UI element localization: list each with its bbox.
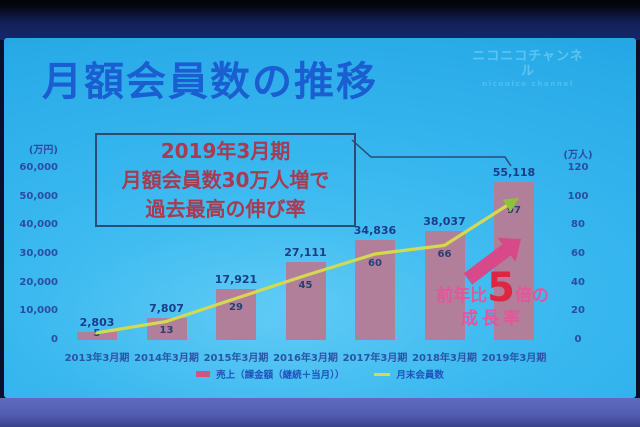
annotation-line2: 成長率 (461, 309, 524, 329)
member-value-label: 97 (507, 204, 521, 216)
x-axis-tick-label: 2017年3月期 (342, 353, 408, 364)
x-axis-tick-label: 2015年3月期 (203, 353, 269, 364)
x-axis-tick-label: 2014年3月期 (134, 353, 199, 364)
annotation-suffix: 倍の (514, 286, 549, 306)
left-axis-tick-label: 20,000 (19, 276, 58, 288)
annotation-prefix: 前年比 (436, 286, 488, 306)
callout-line-2: 月額会員数30万人増で (121, 167, 330, 192)
right-axis-title: (万人) (563, 150, 593, 161)
callout-line-1: 2019年3月期 (160, 138, 291, 163)
right-axis-tick-label: 120 (567, 162, 589, 173)
left-axis-tick-label: 60,000 (19, 162, 58, 173)
bar-value-label: 17,921 (214, 272, 258, 286)
right-axis-tick-label: 80 (571, 219, 585, 231)
bar-value-label: 38,037 (423, 214, 466, 228)
bar-value-label: 7,807 (149, 301, 184, 315)
member-value-label: 66 (437, 249, 452, 261)
right-axis-tick-label: 60 (571, 248, 585, 259)
niconico-channel-logo: ニコニコチャンネル niconico channel (468, 49, 588, 88)
photo-bottom-band (0, 398, 640, 427)
legend-item: 月末会員数 (374, 367, 444, 381)
legend-item: 売上（課金額（継続＋当月）） (196, 367, 344, 381)
bar-value-label: 2,803 (79, 315, 115, 329)
callout-line-3: 過去最高の伸び率 (145, 196, 306, 221)
right-axis-tick-label: 0 (574, 334, 582, 345)
x-axis-tick-label: 2016年3月期 (273, 353, 338, 364)
member-value-label: 29 (229, 302, 243, 314)
photo-top-band (0, 0, 640, 40)
chart-bar (355, 240, 395, 340)
right-axis-tick-label: 40 (571, 276, 585, 288)
left-axis-title: (万円) (28, 145, 58, 156)
right-axis-tick-label: 20 (571, 305, 585, 317)
legend-label: 売上（課金額（継続＋当月）） (216, 370, 345, 381)
member-value-label: 5 (93, 328, 101, 339)
annotation-big-number: 5 (487, 265, 515, 311)
bar-value-label: 27,111 (284, 246, 327, 260)
chart-bar (285, 262, 326, 340)
legend-line-swatch-icon (374, 372, 391, 376)
legend-bar-swatch-icon (196, 371, 211, 377)
bar-value-label: 55,118 (492, 165, 536, 179)
left-axis-tick-label: 30,000 (19, 248, 58, 259)
logo-latin-text: niconico channel (482, 79, 574, 88)
member-value-label: 45 (298, 279, 313, 291)
legend-label: 月末会員数 (396, 370, 444, 381)
growth-annotation: 前年比5倍の 成長率 (420, 268, 565, 328)
chart-bar (77, 331, 117, 340)
x-axis-tick-label: 2019年3月期 (481, 353, 547, 364)
logo-katakana-text: ニコニコチャンネル (472, 49, 584, 79)
right-axis-tick-label: 100 (567, 190, 589, 202)
left-axis-tick-label: 0 (51, 334, 58, 345)
member-value-label: 13 (159, 325, 174, 337)
chart-legend: 売上（課金額（継続＋当月）） 月末会員数 (0, 367, 640, 381)
member-value-label: 60 (368, 258, 382, 269)
slide-title: 月額会員数の推移 (42, 59, 378, 105)
left-axis-tick-label: 40,000 (19, 219, 58, 231)
x-axis-tick-label: 2018年3月期 (412, 353, 477, 364)
x-axis-tick-label: 2013年3月期 (64, 353, 130, 364)
left-axis-tick-label: 50,000 (19, 190, 58, 202)
chart-bar (216, 288, 256, 340)
callout-box: 2019年3月期 月額会員数30万人増で 過去最高の伸び率 (95, 133, 356, 227)
left-axis-tick-label: 10,000 (19, 305, 58, 317)
